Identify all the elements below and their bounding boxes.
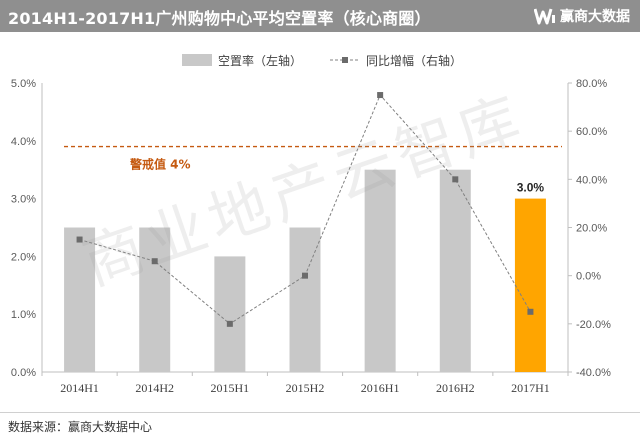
brand-name: 赢商大数据: [560, 9, 630, 25]
growth-point: [76, 236, 83, 243]
x-tick-label: 2016H2: [436, 381, 475, 395]
growth-point: [377, 92, 384, 99]
left-tick-label: 3.0%: [11, 194, 36, 206]
right-tick-label: 0.0%: [576, 271, 601, 283]
combo-chart: 0.0% 1.0% 2.0% 3.0% 4.0% 5.0% -40.0% -20.0% 0.0%…: [11, 53, 611, 395]
left-tick-label: 1.0%: [11, 309, 36, 321]
left-tick-label: 4.0%: [11, 136, 36, 148]
legend-line-label: 同比增幅（右轴）: [366, 53, 462, 68]
growth-point: [226, 320, 233, 327]
brand-logo: 赢商大数据: [534, 5, 630, 27]
source-footer: 数据来源：赢商大数据中心: [0, 412, 640, 440]
x-tick-label: 2015H2: [286, 381, 325, 395]
chart-header: 2014H1-2017H1广州购物中心平均空置率（核心商圈） 赢商大数据: [0, 0, 640, 32]
left-tick-label: 5.0%: [11, 78, 36, 90]
highlight-bar: [514, 198, 546, 372]
legend-bar-swatch: [182, 54, 212, 66]
growth-point: [151, 258, 158, 265]
right-tick-label: 20.0%: [576, 223, 607, 235]
warning-label: 警戒值 4%: [129, 157, 191, 172]
left-tick-label: 0.0%: [11, 367, 36, 379]
source-text: 数据来源：赢商大数据中心: [8, 420, 153, 434]
x-tick-label: 2015H1: [211, 381, 250, 395]
bar: [64, 227, 96, 372]
right-tick-label: 60.0%: [576, 126, 607, 138]
right-tick-label: 40.0%: [576, 174, 607, 186]
bar: [139, 227, 171, 372]
bar: [439, 169, 471, 372]
left-tick-label: 2.0%: [11, 251, 36, 263]
growth-point: [527, 308, 534, 315]
x-tick-label: 2017H1: [511, 381, 550, 395]
brand-mark-icon: [534, 8, 555, 25]
legend-bar-label: 空置率（左轴）: [218, 53, 302, 68]
bar: [364, 169, 396, 372]
right-tick-label: -40.0%: [576, 367, 611, 379]
legend-line-marker: [342, 57, 348, 63]
chart-title: 2014H1-2017H1广州购物中心平均空置率（核心商圈）: [8, 9, 431, 28]
bar: [214, 256, 246, 372]
growth-point: [452, 176, 459, 183]
x-tick-label: 2014H1: [60, 381, 99, 395]
right-tick-label: -20.0%: [576, 319, 611, 331]
bar: [289, 227, 321, 372]
highlight-data-label: 3.0%: [517, 181, 545, 195]
right-tick-label: 80.0%: [576, 78, 607, 90]
x-tick-label: 2014H2: [135, 381, 174, 395]
growth-point: [302, 272, 308, 279]
x-tick-label: 2016H1: [361, 381, 400, 395]
